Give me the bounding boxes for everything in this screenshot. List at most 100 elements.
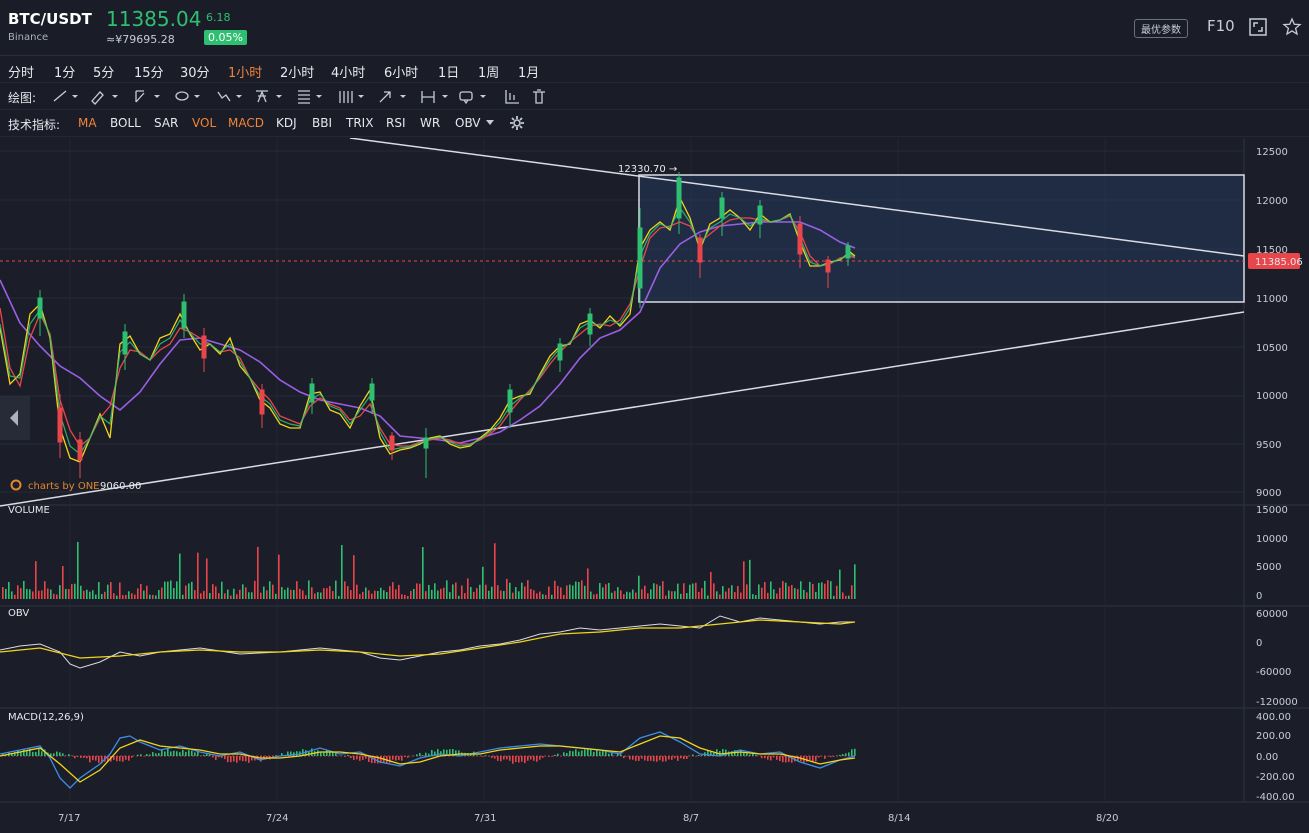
macd-bar [536,756,538,762]
wave-tool-icon[interactable] [217,91,242,102]
range-tool-icon[interactable] [421,91,448,103]
volume-tick: 15000 [1256,505,1288,516]
chart-canvas[interactable]: 12500 12000 11500 11000 10500 10000 9500… [0,138,1309,833]
timeframe-tick[interactable]: 分时 [8,66,35,81]
macd-bar [791,756,793,763]
scroll-left-button[interactable] [0,396,30,440]
gear-icon[interactable] [509,115,525,131]
volume-bar [545,594,547,599]
indicator-boll[interactable]: BOLL [110,116,141,130]
text-tool-icon[interactable] [459,91,486,105]
macd-bar [533,756,535,761]
timeframe-1w[interactable]: 1周 [478,66,500,81]
volume-bar [821,582,823,599]
best-params-button[interactable]: 最优参数 [1134,19,1188,38]
volume-label: VOLUME [8,505,50,516]
macd-bar [362,756,364,760]
arrow-tool-icon[interactable] [379,91,406,103]
macd-bar [158,753,160,756]
macd-bar [626,756,628,757]
macd-bar [161,749,163,756]
indicator-obv[interactable]: OBV [455,116,481,130]
range-rectangle[interactable] [638,174,1245,303]
macd-bar [665,756,667,762]
pen-tool-icon[interactable] [91,91,118,105]
volume-bar [602,587,604,599]
timeframe-2h[interactable]: 2小时 [280,66,315,81]
timeframe-30m[interactable]: 30分 [180,66,210,81]
shape-tool-icon[interactable] [175,91,200,101]
volume-bar [77,541,79,599]
macd-bar [377,756,379,764]
indicator-bbi[interactable]: BBI [312,116,333,130]
ticker-header: BTC/USDT Binance 11385.04 ≈¥79695.28 6.1… [0,0,1309,56]
timeframe-6h[interactable]: 6小时 [384,66,419,81]
fullscreen-icon[interactable] [1248,17,1268,37]
macd-bar [335,752,337,756]
volume-bar [491,586,493,599]
candle-style-icon[interactable] [505,90,519,104]
volume-bar [734,592,736,599]
volume-bar [806,592,808,599]
indicator-kdj[interactable]: KDJ [276,116,297,130]
pair-name[interactable]: BTC/USDT [8,10,92,28]
indicator-rsi[interactable]: RSI [386,116,406,130]
indicator-ma[interactable]: MA [78,116,97,130]
timeframe-15m[interactable]: 15分 [134,66,164,81]
macd-bar [275,755,277,756]
timeframe-4h[interactable]: 4小时 [331,66,366,81]
timeframe-5m[interactable]: 5分 [93,66,115,81]
volume-bar [350,590,352,599]
macd-bar [554,754,556,756]
current-price-label: 11385.06 [1255,257,1303,268]
volume-bar [44,581,46,599]
volume-bar [197,552,199,599]
channel-tool-icon[interactable] [298,90,322,104]
macd-bar [320,752,322,756]
volume-bar [644,585,646,599]
fib-tool-icon[interactable] [135,90,160,103]
timeframe-1d[interactable]: 1日 [438,66,460,81]
volume-bar [482,566,484,599]
indicator-trix[interactable]: TRIX [346,116,374,130]
volume-bar [107,584,109,599]
indicator-wr[interactable]: WR [420,116,441,130]
volume-bar [317,592,319,599]
volume-bar [614,591,616,599]
volume-bar [782,580,784,599]
macd-bar [593,751,595,756]
timeframe-1mo[interactable]: 1月 [518,66,540,81]
indicator-sar[interactable]: SAR [154,116,179,130]
volume-bar [296,581,298,599]
macd-bar [281,753,283,756]
volume-bar [608,582,610,599]
macd-bar [86,756,88,759]
volume-bar [287,587,289,599]
indicator-macd[interactable]: MACD [228,116,264,130]
volume-bar [203,590,205,599]
macd-bar [515,756,517,763]
lower-trendline[interactable] [0,311,1245,507]
upper-trendline[interactable] [349,138,1245,257]
trash-icon[interactable] [533,89,545,104]
macd-bar [125,756,127,760]
volume-bar [584,585,586,599]
volume-bar [503,591,505,599]
timeframe-1h[interactable]: 1小时 [228,66,263,81]
timeframe-1m[interactable]: 1分 [54,66,76,81]
line-tool-icon[interactable] [53,90,78,102]
macd-bar [617,753,619,756]
volume-bar [389,586,391,599]
f10-button[interactable]: F10 [1207,17,1235,35]
ruler-tool-icon[interactable] [339,91,364,103]
star-icon[interactable] [1282,17,1302,37]
volume-bar [338,595,340,599]
pattern-tool-icon[interactable] [256,90,282,103]
macd-bar [635,756,637,761]
macd-bar [557,753,559,756]
indicator-vol[interactable]: VOL [192,116,217,130]
price-tick: 11000 [1256,294,1288,305]
price-tick: 11500 [1256,245,1288,256]
macd-bar [452,748,454,756]
obv-dropdown-icon[interactable] [486,120,494,126]
